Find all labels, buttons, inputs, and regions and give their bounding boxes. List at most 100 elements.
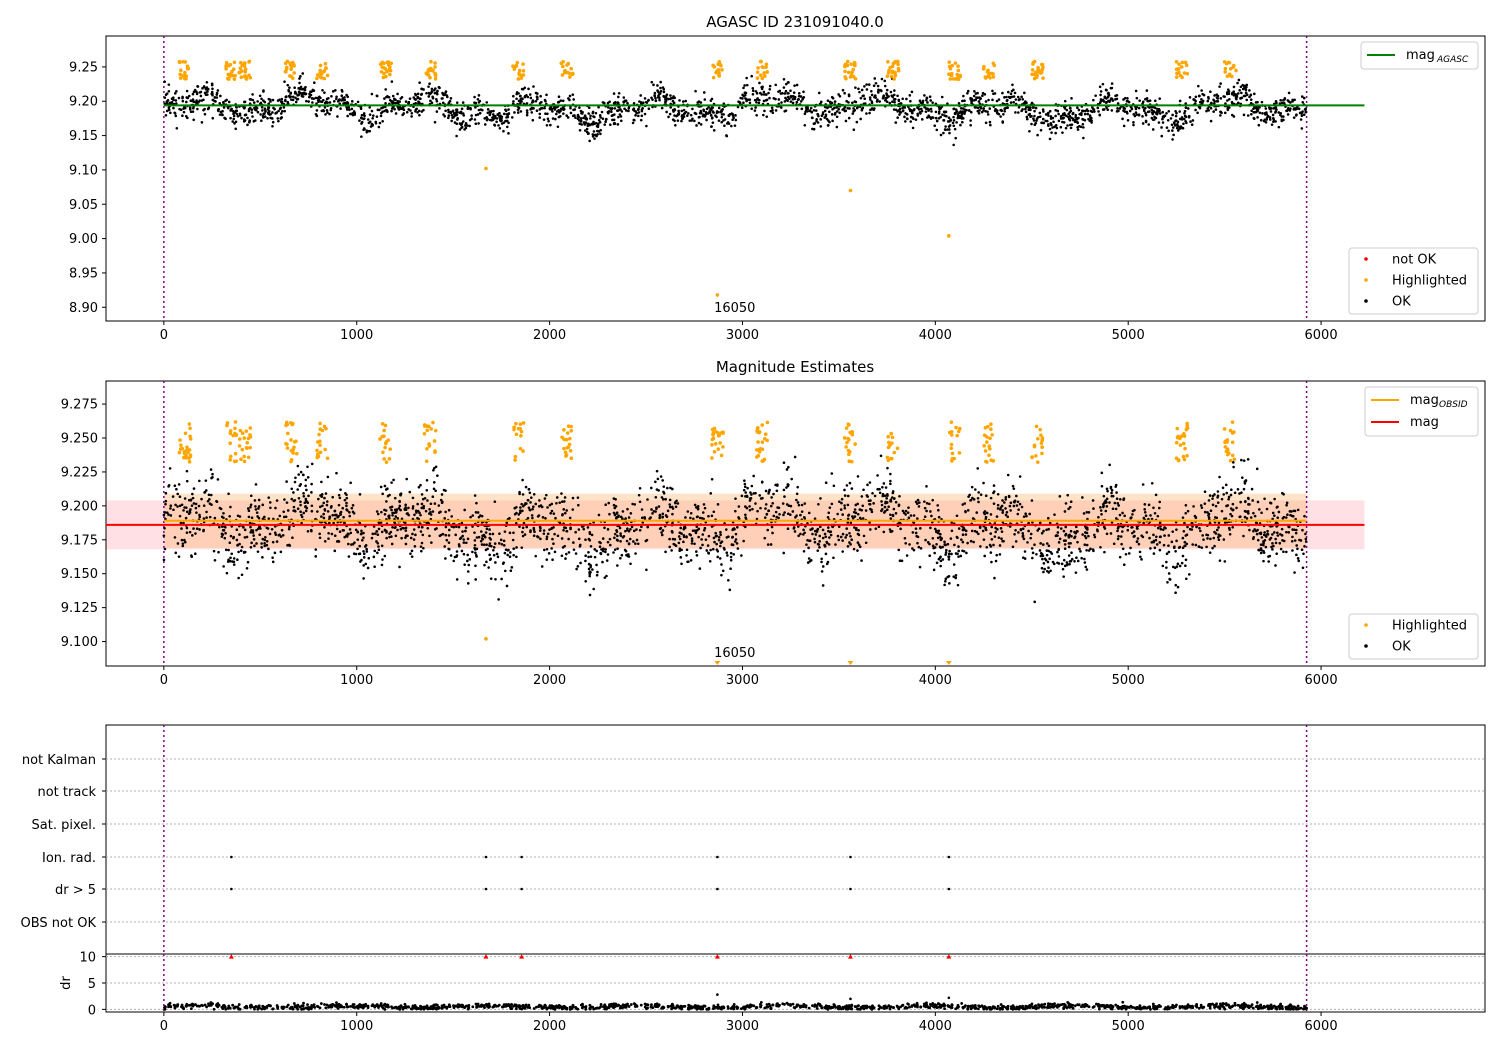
ok-point bbox=[1191, 525, 1194, 528]
ok-point bbox=[1232, 461, 1235, 464]
ok-point bbox=[891, 100, 894, 103]
ok-point bbox=[596, 133, 599, 136]
ok-point bbox=[1247, 512, 1250, 515]
ok-point bbox=[1067, 554, 1071, 557]
ok-point bbox=[208, 498, 211, 501]
ok-point bbox=[1246, 458, 1250, 461]
ok-point bbox=[1280, 119, 1284, 123]
ok-point bbox=[647, 98, 650, 102]
ok-point bbox=[620, 553, 624, 557]
ok-point bbox=[640, 109, 644, 113]
highlighted-point bbox=[948, 77, 953, 81]
ok-point bbox=[1173, 545, 1176, 549]
ok-point bbox=[206, 87, 210, 91]
ok-point bbox=[969, 539, 973, 543]
ok-point bbox=[1030, 101, 1034, 105]
ok-point bbox=[1018, 502, 1022, 506]
ok-point bbox=[188, 511, 192, 514]
highlighted-point bbox=[755, 76, 760, 80]
ok-point bbox=[256, 100, 259, 103]
ok-point bbox=[185, 100, 188, 104]
ok-point bbox=[763, 516, 767, 519]
ok-point bbox=[328, 101, 332, 104]
ok-point bbox=[505, 521, 509, 524]
ok-point bbox=[1135, 113, 1139, 116]
ok-point bbox=[1266, 114, 1270, 118]
ok-point bbox=[876, 98, 879, 102]
ok-point bbox=[1188, 96, 1192, 99]
highlighted-point bbox=[226, 72, 231, 77]
ok-point bbox=[251, 531, 255, 534]
ok-point bbox=[1136, 537, 1140, 540]
ok-point bbox=[696, 515, 699, 518]
ok-point bbox=[277, 119, 280, 123]
ok-point bbox=[345, 508, 348, 511]
ok-point bbox=[645, 124, 648, 128]
ok-point bbox=[1223, 560, 1227, 563]
ok-point bbox=[341, 506, 345, 510]
ok-point bbox=[789, 504, 793, 508]
ok-point bbox=[211, 93, 214, 97]
ok-point bbox=[680, 117, 684, 121]
ok-point bbox=[784, 89, 788, 93]
ok-point bbox=[444, 557, 447, 560]
ok-point bbox=[1150, 108, 1154, 112]
ok-point bbox=[689, 516, 692, 520]
y-tick-label: 9.10 bbox=[69, 163, 98, 178]
ok-point bbox=[1158, 97, 1162, 100]
ok-point bbox=[930, 110, 933, 113]
ok-point bbox=[703, 98, 707, 101]
ok-point bbox=[270, 117, 274, 120]
highlighted-point bbox=[1223, 70, 1228, 74]
ok-point bbox=[1268, 118, 1272, 121]
ok-point bbox=[793, 97, 797, 101]
highlighted-point bbox=[759, 59, 763, 64]
ok-point bbox=[169, 507, 172, 510]
ok-point bbox=[1166, 118, 1170, 122]
ok-point bbox=[276, 99, 280, 102]
ok-point bbox=[1287, 91, 1291, 95]
ok-point bbox=[419, 513, 422, 517]
ok-point bbox=[997, 112, 1001, 116]
highlighted-point bbox=[896, 62, 900, 67]
ok-point bbox=[539, 526, 542, 530]
highlighted-point bbox=[381, 75, 386, 80]
ok-point bbox=[508, 555, 512, 559]
ok-point bbox=[577, 537, 581, 541]
ok-point bbox=[803, 517, 807, 520]
ok-point bbox=[694, 531, 698, 535]
ok-point bbox=[250, 111, 254, 114]
ok-point bbox=[703, 506, 707, 510]
ok-point bbox=[727, 114, 731, 118]
ok-point bbox=[215, 96, 219, 99]
ok-point bbox=[942, 119, 946, 122]
ok-point bbox=[512, 553, 515, 557]
ok-point bbox=[476, 511, 480, 514]
ok-point bbox=[941, 558, 945, 561]
ok-point bbox=[1131, 531, 1134, 535]
ok-point bbox=[362, 552, 366, 556]
ok-point bbox=[292, 505, 296, 509]
ok-point bbox=[177, 96, 181, 100]
ok-point bbox=[1127, 100, 1131, 104]
ok-point bbox=[1207, 512, 1211, 516]
ok-point bbox=[962, 94, 965, 98]
ok-point bbox=[392, 478, 395, 482]
ok-point bbox=[1080, 556, 1083, 560]
highlighted-point bbox=[389, 61, 394, 66]
highlighted-point bbox=[240, 63, 244, 68]
ok-point bbox=[1300, 114, 1304, 118]
ok-point bbox=[1280, 101, 1284, 105]
ok-point bbox=[1180, 561, 1184, 565]
ok-point bbox=[394, 534, 398, 538]
ok-point bbox=[604, 548, 608, 551]
ok-point bbox=[260, 546, 263, 549]
ok-point bbox=[547, 119, 550, 123]
ok-point bbox=[453, 112, 456, 116]
highlighted-point bbox=[760, 76, 765, 81]
ok-point bbox=[803, 112, 807, 116]
ok-point bbox=[1024, 512, 1027, 515]
highlighted-point bbox=[714, 70, 718, 75]
ok-point bbox=[1003, 107, 1006, 110]
ok-point bbox=[538, 108, 542, 111]
